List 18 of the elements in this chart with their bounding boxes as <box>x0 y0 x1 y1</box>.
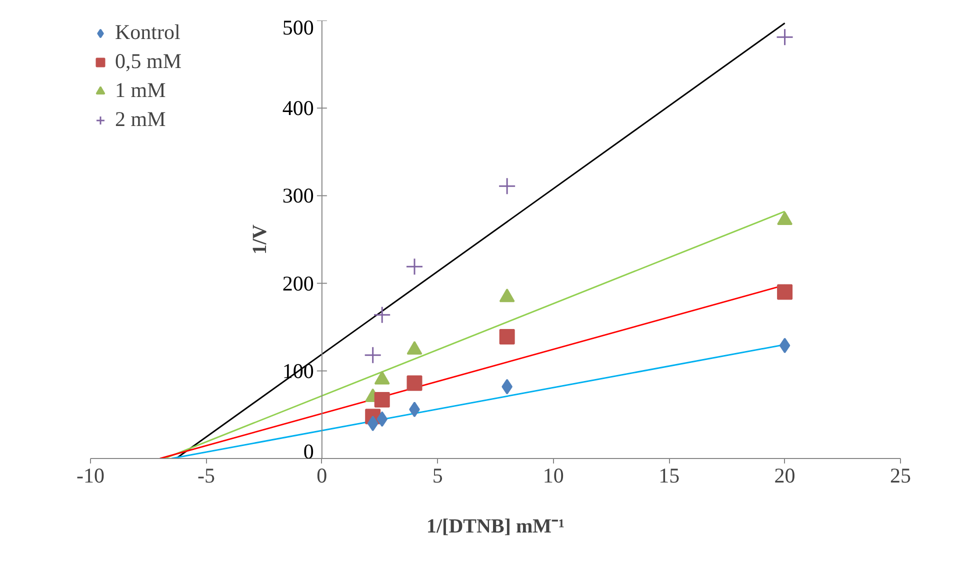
y-tick-label: 300 <box>282 184 314 208</box>
x-tick-label: 10 <box>542 464 564 488</box>
x-tick-label: 20 <box>774 464 796 488</box>
legend-label: Kontrol <box>115 20 180 45</box>
legend-label: 0,5 mM <box>115 49 182 74</box>
x-tick-label: 25 <box>890 464 911 488</box>
x-tick-label: -5 <box>197 464 215 488</box>
x-tick-label: 15 <box>658 464 680 488</box>
y-tick-label: 200 <box>282 271 314 296</box>
legend-label: 1 mM <box>115 78 166 103</box>
x-tick-label: -10 <box>76 464 105 488</box>
y-tick-label: 400 <box>282 96 314 120</box>
legend-label: 2 mM <box>115 107 166 132</box>
y-tick-label: 500 <box>282 16 314 40</box>
y-axis-title: 1/V <box>248 224 271 254</box>
x-axis-title: 1/[DTNB] mM⁻¹ <box>426 516 564 538</box>
y-tick-label: 0 <box>303 440 314 464</box>
x-tick-label: 5 <box>432 464 443 488</box>
